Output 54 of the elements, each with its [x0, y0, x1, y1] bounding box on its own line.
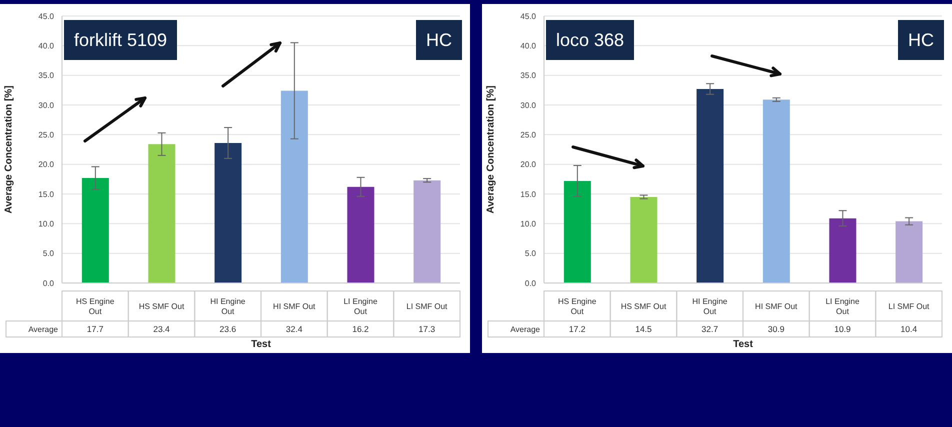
y-tick-label: 25.0	[38, 130, 55, 140]
x-tick-label: LI SMF Out	[888, 302, 930, 311]
y-tick-label: 25.0	[520, 130, 537, 140]
x-axis-title: Test	[251, 339, 272, 350]
x-tick-label: HS SMF Out	[620, 302, 667, 311]
x-tick-label: HI SMF Out	[755, 302, 798, 311]
data-label: 17.7	[86, 324, 104, 334]
x-tick-label: HI Engine Out	[210, 297, 246, 316]
y-tick-label: 20.0	[38, 160, 55, 170]
data-label: 10.4	[900, 324, 918, 334]
data-label: 17.2	[568, 324, 586, 334]
y-axis-title: Average Concentration [%]	[486, 86, 497, 214]
x-tick-label: LI Engine Out	[826, 297, 860, 316]
y-tick-label: 30.0	[520, 100, 537, 110]
data-label: 10.9	[834, 324, 852, 334]
y-tick-label: 10.0	[38, 220, 55, 229]
x-tick-label: HS Engine Out	[76, 297, 115, 316]
y-tick-label: 5.0	[524, 249, 537, 258]
y-tick-label: 10.0	[520, 220, 537, 229]
y-tick-label: 0.0	[42, 278, 55, 288]
data-label: 17.3	[418, 324, 436, 334]
y-tick-label: 45.0	[520, 12, 537, 21]
annotation: loco 368	[546, 20, 634, 60]
y-tick-label: 30.0	[38, 100, 55, 110]
y-tick-label: 5.0	[42, 249, 55, 258]
x-tick-label: LI SMF Out	[406, 302, 448, 311]
data-label: 16.2	[352, 324, 370, 334]
data-label: 23.4	[153, 324, 170, 334]
text: Average	[28, 325, 59, 334]
x-tick-label: HS SMF Out	[138, 302, 185, 311]
x-tick-label: HI Engine Out	[692, 297, 728, 316]
y-tick-label: 20.0	[520, 160, 537, 170]
data-label: 32.4	[286, 324, 303, 334]
x-tick-label: HS Engine Out	[558, 297, 597, 316]
annotation: forklift 5109	[64, 20, 178, 60]
y-tick-label: 45.0	[38, 12, 55, 21]
data-label: 23.6	[220, 324, 236, 334]
data-label: 30.9	[768, 324, 785, 334]
data-label: 14.5	[635, 324, 652, 334]
y-tick-label: 35.0	[38, 71, 55, 80]
y-tick-label: 40.0	[38, 42, 55, 51]
text: Average	[510, 325, 541, 334]
y-tick-label: 15.0	[520, 190, 537, 199]
x-axis-title: Test	[733, 339, 754, 350]
y-tick-label: 15.0	[38, 190, 55, 199]
annotation: HC	[416, 20, 462, 60]
y-axis-title: Average Concentration [%]	[4, 86, 15, 214]
x-tick-label: HI SMF Out	[273, 302, 316, 311]
data-label: 32.7	[702, 324, 718, 334]
x-tick-label: LI Engine Out	[344, 297, 378, 316]
y-tick-label: 40.0	[520, 42, 537, 51]
annotation: HC	[898, 20, 944, 60]
y-tick-label: 0.0	[524, 278, 537, 288]
y-tick-label: 35.0	[520, 71, 537, 80]
